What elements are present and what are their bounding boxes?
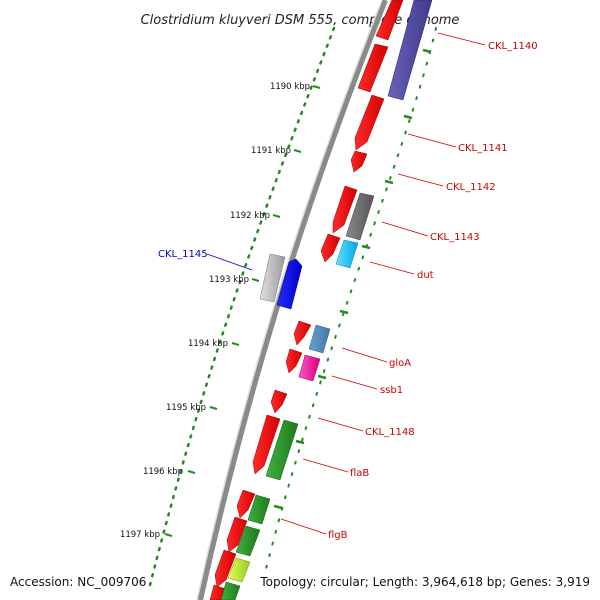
gene-feature[interactable] <box>236 489 256 519</box>
gene-feature[interactable] <box>235 525 261 557</box>
gene-feature[interactable] <box>298 354 321 382</box>
scale-tick-1195 <box>209 406 218 410</box>
footer-summary-bg <box>256 572 596 592</box>
gene-feature[interactable] <box>259 253 286 303</box>
gene-feature[interactable] <box>247 494 271 525</box>
accession-text: Accession: NC_009706 <box>10 575 146 589</box>
scale-tick-1191 <box>293 149 302 153</box>
scale-label-1195: 1195 kbp <box>166 403 206 413</box>
leader-CKL_1142 <box>397 173 444 187</box>
leader-gloA <box>341 347 388 363</box>
footer-accession-bg <box>6 572 148 592</box>
scale-ring <box>148 26 336 587</box>
inner-guide-dashes <box>273 48 432 510</box>
gene-feature[interactable] <box>332 185 358 234</box>
scale-label-1192: 1192 kbp <box>230 211 270 221</box>
scale-tick-1192 <box>272 214 281 218</box>
gene-feature[interactable] <box>350 150 368 173</box>
gene-label-dut[interactable]: dut <box>417 270 434 281</box>
scale-label-1194: 1194 kbp <box>188 339 228 349</box>
scale-label-1193: 1193 kbp <box>209 275 249 285</box>
gene-feature[interactable] <box>357 43 389 93</box>
leader-CKL_1148 <box>317 417 364 432</box>
forward-strand-genes <box>209 0 404 600</box>
leader-CKL_1145 <box>206 253 253 271</box>
gene-label-CKL_1145[interactable]: CKL_1145 <box>158 249 208 260</box>
leader-CKL_1140 <box>437 32 486 46</box>
gene-feature[interactable] <box>335 239 359 269</box>
leader-flaB <box>302 458 349 473</box>
scale-label-1196: 1196 kbp <box>143 467 183 477</box>
gene-label-CKL_1140[interactable]: CKL_1140 <box>488 41 538 52</box>
scale-tick-1193 <box>251 278 260 282</box>
leader-ssb1 <box>331 375 378 390</box>
gene-feature[interactable] <box>320 233 341 263</box>
leader-CKL_1143 <box>381 221 429 237</box>
reverse-strand-genes <box>259 253 303 310</box>
scale-label-1197: 1197 kbp <box>120 530 160 540</box>
gene-feature[interactable] <box>220 581 241 600</box>
gene-feature[interactable] <box>387 0 433 101</box>
gene-label-CKL_1148[interactable]: CKL_1148 <box>365 427 415 438</box>
gene-labels: CKL_1140 CKL_1141 CKL_1142 CKL_1143 dut … <box>158 41 538 541</box>
scale-ticks: 1190 kbp 1191 kbp 1192 kbp 1193 kbp 1194… <box>120 82 321 540</box>
gene-label-flaB[interactable]: flaB <box>350 468 369 479</box>
scale-label-1190: 1190 kbp <box>270 82 310 92</box>
gene-feature[interactable] <box>308 324 331 354</box>
scale-label-1191: 1191 kbp <box>251 146 291 156</box>
gene-label-CKL_1143[interactable]: CKL_1143 <box>430 232 480 243</box>
gene-label-ssb1[interactable]: ssb1 <box>380 385 403 396</box>
gene-label-CKL_1141[interactable]: CKL_1141 <box>458 143 508 154</box>
gene-label-gloA[interactable]: gloA <box>389 358 411 369</box>
gene-feature[interactable] <box>293 320 312 346</box>
gene-label-CKL_1142[interactable]: CKL_1142 <box>446 182 496 193</box>
gene-feature[interactable] <box>214 549 237 588</box>
gene-feature[interactable] <box>265 419 299 481</box>
scale-tick-1197 <box>164 533 173 537</box>
inner-guide-ring <box>261 27 437 586</box>
gene-feature[interactable] <box>276 258 303 310</box>
gene-feature[interactable] <box>227 557 251 583</box>
gene-feature[interactable] <box>354 94 385 151</box>
gene-feature[interactable] <box>375 0 404 41</box>
category-ring-genes <box>220 0 433 600</box>
genome-summary-text: Topology: circular; Length: 3,964,618 bp… <box>259 575 590 589</box>
leader-dut <box>369 261 415 275</box>
leader-CKL_1141 <box>407 133 457 148</box>
gene-feature[interactable] <box>345 192 375 241</box>
scale-tick-1190 <box>312 85 321 89</box>
scale-tick-1194 <box>231 342 240 346</box>
gene-feature[interactable] <box>226 516 248 553</box>
gene-feature[interactable] <box>252 414 281 475</box>
label-leader-lines <box>206 32 486 535</box>
gene-feature[interactable] <box>285 348 303 374</box>
scale-tick-1196 <box>187 470 196 474</box>
genome-backbone-highlight <box>196 0 383 600</box>
gene-feature[interactable] <box>270 389 288 414</box>
genome-backbone <box>197 0 388 600</box>
gene-label-flgB[interactable]: flgB <box>328 530 348 541</box>
leader-flgB <box>280 518 327 535</box>
